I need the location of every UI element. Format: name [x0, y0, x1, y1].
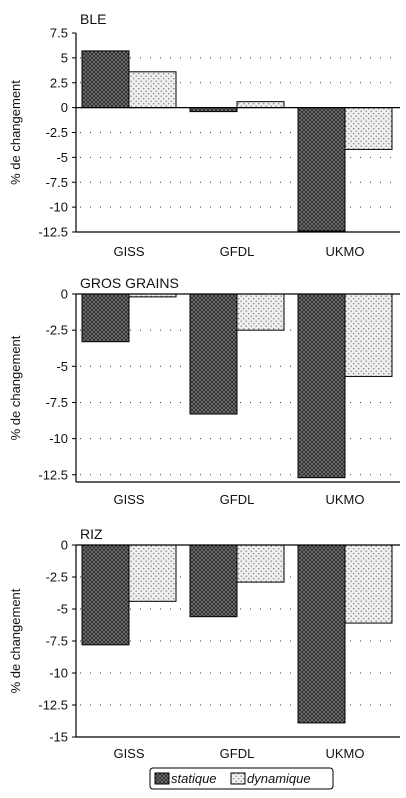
y-tick-label: -7.5 — [46, 634, 68, 649]
y-tick-label: -2.5 — [46, 570, 68, 585]
y-tick-label: 0 — [61, 287, 68, 302]
y-tick-label: -5 — [56, 602, 68, 617]
legend-frame — [149, 767, 334, 790]
bar-riz-gfdl-dynamique — [236, 544, 285, 583]
panel-title: BLE — [80, 11, 106, 27]
y-tick-label: -5 — [56, 359, 68, 374]
bar-gros-grains-ukmo-statique — [297, 293, 346, 479]
bar-ble-giss-dynamique — [128, 71, 177, 109]
y-axis-label: % de changement — [8, 335, 23, 440]
bar-riz-giss-statique — [81, 544, 130, 646]
y-tick-label: -12.5 — [38, 467, 68, 482]
y-tick-label: -10 — [49, 200, 68, 215]
legend-swatch-statique — [154, 772, 170, 785]
legend-label-statique: statique — [171, 771, 217, 786]
panel-ble: 7.5 5 2.5 0 -2.5 -5 -7.5 -10 -12.5 GISS GFDL UKMO BL… — [8, 11, 400, 259]
y-tick-label: 2.5 — [50, 75, 68, 90]
y-tick-label: 0 — [61, 100, 68, 115]
panel-riz: 0 -2.5 -5 -7.5 -10 -12.5 -15 GISS GFDL UKMO RIZ % d… — [8, 526, 400, 761]
bar-gros-grains-ukmo-dynamique — [344, 293, 393, 377]
legend-swatch-dynamique — [230, 772, 246, 785]
x-category-label: GISS — [113, 244, 144, 259]
y-tick-label: -15 — [49, 730, 68, 745]
y-tick-label: -12.5 — [38, 225, 68, 240]
bar-riz-ukmo-dynamique — [344, 544, 393, 624]
panel-title: RIZ — [80, 526, 103, 542]
bar-riz-gfdl-statique — [189, 544, 238, 618]
x-category-label: GISS — [113, 746, 144, 761]
y-tick-label: -7.5 — [46, 175, 68, 190]
y-tick-label: 5 — [61, 50, 68, 65]
y-tick-label: -2.5 — [46, 125, 68, 140]
x-category-label: GISS — [113, 492, 144, 507]
bar-riz-giss-dynamique — [128, 544, 177, 602]
x-category-label: GFDL — [220, 244, 255, 259]
bar-gros-grains-gfdl-statique — [189, 293, 238, 415]
x-category-label: UKMO — [326, 746, 365, 761]
y-axis-label: % de changement — [8, 80, 23, 185]
bar-gros-grains-gfdl-dynamique — [236, 293, 285, 331]
bar-gros-grains-giss-statique — [81, 293, 130, 343]
bar-ble-gfdl-dynamique — [236, 101, 285, 109]
chart-panels: 7.5 5 2.5 0 -2.5 -5 -7.5 -10 -12.5 GISS GFDL UKMO BL… — [8, 11, 400, 761]
x-category-label: GFDL — [220, 746, 255, 761]
x-category-label: UKMO — [326, 492, 365, 507]
bar-ble-ukmo-dynamique — [344, 107, 393, 150]
y-tick-label: -5 — [56, 150, 68, 165]
y-tick-label: -10 — [49, 431, 68, 446]
y-tick-label: -12.5 — [38, 698, 68, 713]
y-tick-label: -10 — [49, 666, 68, 681]
legend-label-dynamique: dynamique — [247, 771, 311, 786]
y-tick-label: -2.5 — [46, 323, 68, 338]
bar-riz-ukmo-statique — [297, 544, 346, 724]
y-tick-label: -7.5 — [46, 395, 68, 410]
bar-ble-giss-statique — [81, 50, 130, 109]
panel-gros-grains: 0 -2.5 -5 -7.5 -10 -12.5 GISS GFDL UKMO GROS GRAI… — [8, 275, 400, 507]
x-category-label: UKMO — [326, 244, 365, 259]
y-tick-label: 7.5 — [50, 26, 68, 41]
y-axis-label: % de changement — [8, 588, 23, 693]
bar-ble-ukmo-statique — [297, 107, 346, 232]
y-tick-label: 0 — [61, 538, 68, 553]
x-category-label: GFDL — [220, 492, 255, 507]
legend: statique dynamique — [149, 767, 334, 790]
panel-title: GROS GRAINS — [80, 275, 179, 291]
